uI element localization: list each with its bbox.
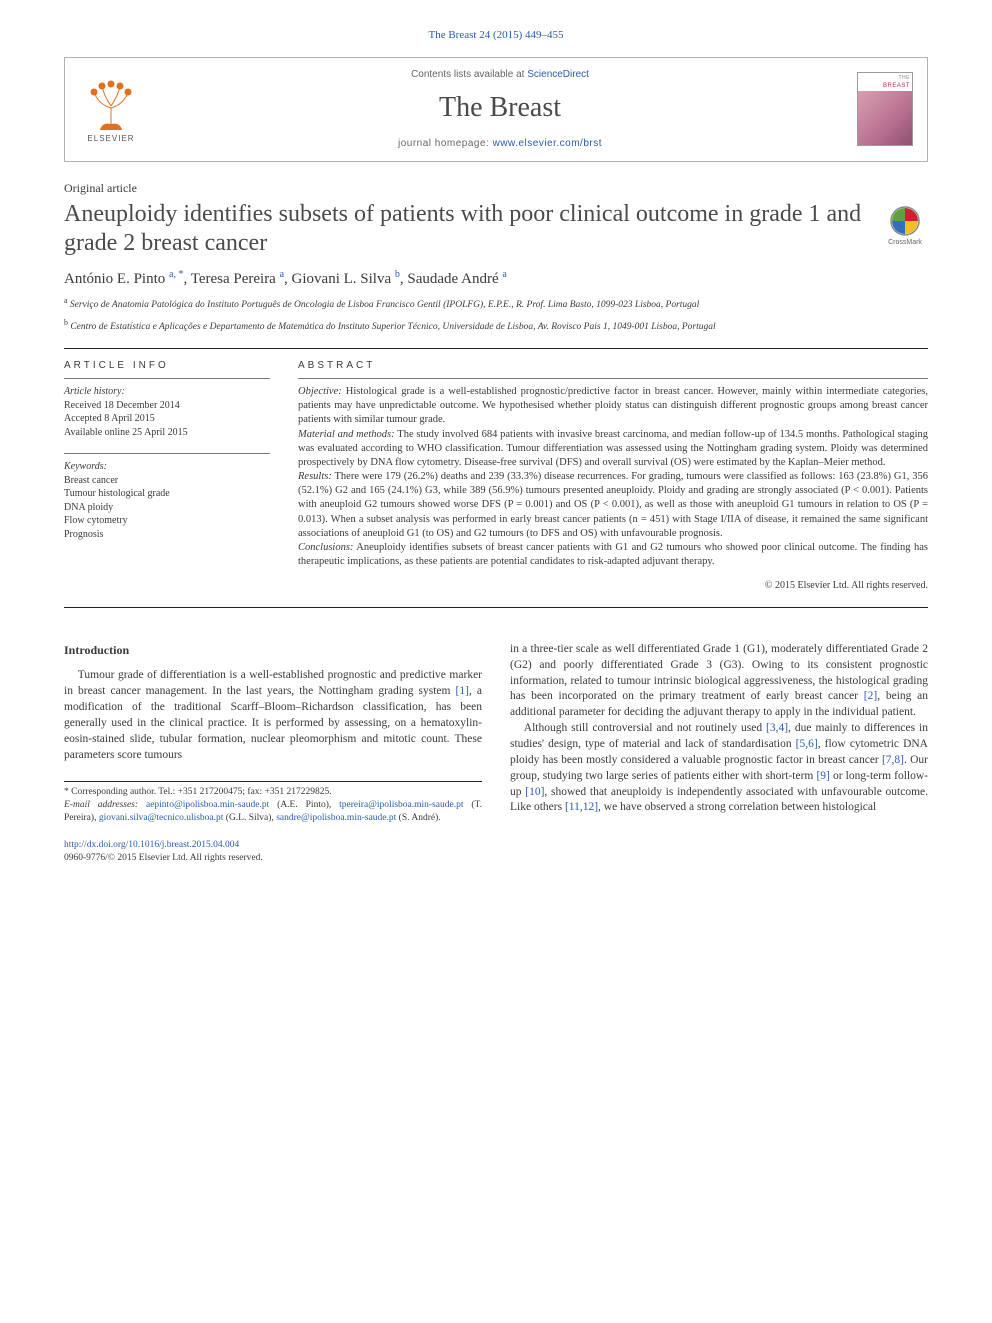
col2-p2-a: Although still controversial and not rou…	[524, 722, 766, 734]
email-who-0: (A.E. Pinto),	[269, 800, 339, 810]
journal-name: The Breast	[143, 89, 857, 127]
email-label: E-mail addresses:	[64, 800, 138, 810]
email-link-2[interactable]: giovani.silva@tecnico.ulisboa.pt	[99, 813, 224, 823]
history-received: Received 18 December 2014	[64, 399, 270, 413]
history-accepted: Accepted 8 April 2015	[64, 412, 270, 426]
homepage-link[interactable]: www.elsevier.com/brst	[493, 138, 602, 149]
cite-2[interactable]: [2]	[864, 690, 877, 702]
abstract-rule	[298, 378, 928, 379]
keyword-1: Tumour histological grade	[64, 487, 270, 501]
issn-copyright-line: 0960-9776/© 2015 Elsevier Ltd. All right…	[64, 852, 928, 865]
elsevier-tree-icon	[84, 78, 138, 132]
corresponding-author-note: * Corresponding author. Tel.: +351 21720…	[64, 786, 482, 799]
article-type: Original article	[64, 180, 928, 196]
crossmark-label: CrossMark	[882, 238, 928, 247]
cite-78[interactable]: [7,8]	[882, 754, 904, 766]
cite-10[interactable]: [10]	[525, 786, 544, 798]
info-rule-2	[64, 453, 270, 454]
introduction-head: Introduction	[64, 642, 482, 659]
article-history-block: Article history: Received 18 December 20…	[64, 385, 270, 439]
authors-line: António E. Pinto a, *, Teresa Pereira a,…	[64, 268, 928, 289]
abs-conclusions-label: Conclusions:	[298, 542, 353, 553]
col2-p2-g: , we have observed a strong correlation …	[598, 801, 876, 813]
email-who-3: (S. André).	[396, 813, 440, 823]
cite-34[interactable]: [3,4]	[766, 722, 788, 734]
bottom-meta: http://dx.doi.org/10.1016/j.breast.2015.…	[64, 839, 928, 865]
history-online: Available online 25 April 2015	[64, 426, 270, 440]
article-info-head: ARTICLE INFO	[64, 359, 270, 373]
contents-prefix: Contents lists available at	[411, 69, 527, 80]
journal-cover-thumb: THEBREAST	[857, 72, 913, 146]
affiliation-0: a Serviço de Anatomia Patológica do Inst…	[64, 296, 928, 312]
abs-methods-label: Material and methods:	[298, 429, 395, 440]
intro-p1-a: Tumour grade of differentiation is a wel…	[64, 669, 482, 697]
email-link-0[interactable]: aepinto@ipolisboa.min-saude.pt	[146, 800, 269, 810]
crossmark-badge[interactable]: CrossMark	[882, 206, 928, 247]
cover-title-text: THEBREAST	[858, 73, 912, 91]
section-rule-top	[64, 348, 928, 349]
article-info-column: ARTICLE INFO Article history: Received 1…	[64, 359, 270, 593]
abstract-copyright: © 2015 Elsevier Ltd. All rights reserved…	[298, 579, 928, 593]
footnotes-block: * Corresponding author. Tel.: +351 21720…	[64, 781, 482, 824]
col2-paragraph-1: in a three-tier scale as well differenti…	[510, 642, 928, 721]
emails-line: E-mail addresses: aepinto@ipolisboa.min-…	[64, 799, 482, 825]
running-head: The Breast 24 (2015) 449–455	[64, 28, 928, 43]
sciencedirect-link[interactable]: ScienceDirect	[527, 69, 589, 80]
abs-results: There were 179 (26.2%) deaths and 239 (3…	[298, 471, 928, 539]
cite-1112[interactable]: [11,12]	[565, 801, 598, 813]
email-link-3[interactable]: sandre@ipolisboa.min-saude.pt	[276, 813, 396, 823]
keywords-label: Keywords:	[64, 460, 270, 474]
elsevier-logo: ELSEVIER	[79, 73, 143, 145]
cite-1[interactable]: [1]	[456, 685, 469, 697]
article-title: Aneuploidy identifies subsets of patient…	[64, 200, 870, 259]
email-who-2: (G.L. Silva),	[223, 813, 276, 823]
col2-paragraph-2: Although still controversial and not rou…	[510, 721, 928, 816]
abs-objective-label: Objective:	[298, 386, 342, 397]
section-rule-bottom	[64, 607, 928, 608]
keyword-0: Breast cancer	[64, 474, 270, 488]
intro-paragraph-1: Tumour grade of differentiation is a wel…	[64, 668, 482, 763]
affiliation-1: b Centro de Estatística e Aplicações e D…	[64, 318, 928, 334]
header-center: Contents lists available at ScienceDirec…	[143, 68, 857, 151]
abstract-column: ABSTRACT Objective: Histological grade i…	[298, 359, 928, 593]
keywords-block: Keywords: Breast cancer Tumour histologi…	[64, 460, 270, 541]
body-column-right: in a three-tier scale as well differenti…	[510, 642, 928, 825]
abs-objective: Histological grade is a well-established…	[298, 386, 928, 425]
crossmark-icon	[890, 206, 920, 236]
email-link-1[interactable]: tpereira@ipolisboa.min-saude.pt	[339, 800, 463, 810]
abs-results-label: Results:	[298, 471, 332, 482]
body-column-left: Introduction Tumour grade of differentia…	[64, 642, 482, 825]
elsevier-wordmark: ELSEVIER	[87, 134, 134, 145]
journal-header-box: ELSEVIER Contents lists available at Sci…	[64, 57, 928, 162]
cite-56[interactable]: [5,6]	[796, 738, 818, 750]
keyword-2: DNA ploidy	[64, 501, 270, 515]
keyword-3: Flow cytometry	[64, 514, 270, 528]
journal-homepage-line: journal homepage: www.elsevier.com/brst	[143, 137, 857, 151]
homepage-prefix: journal homepage:	[398, 138, 493, 149]
keyword-4: Prognosis	[64, 528, 270, 542]
cover-image	[858, 91, 912, 145]
cite-9[interactable]: [9]	[816, 770, 829, 782]
contents-lists-line: Contents lists available at ScienceDirec…	[143, 68, 857, 82]
abs-conclusions: Aneuploidy identifies subsets of breast …	[298, 542, 928, 567]
abstract-text: Objective: Histological grade is a well-…	[298, 385, 928, 569]
abstract-head: ABSTRACT	[298, 359, 928, 373]
doi-link[interactable]: http://dx.doi.org/10.1016/j.breast.2015.…	[64, 840, 239, 850]
history-label: Article history:	[64, 385, 270, 399]
info-rule-1	[64, 378, 270, 379]
